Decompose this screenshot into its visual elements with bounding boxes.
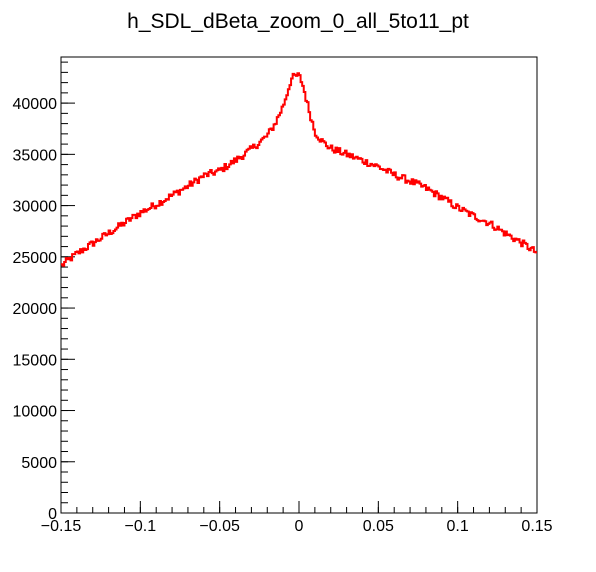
y-tick-label: 40000 [13, 96, 58, 113]
x-tick-label: −0.1 [125, 518, 157, 535]
y-tick-label: 0 [48, 506, 57, 523]
x-tick-label: −0.15 [41, 518, 82, 535]
y-tick-label: 30000 [13, 199, 58, 216]
y-tick-label: 35000 [13, 147, 58, 164]
x-tick-label: 0.1 [447, 518, 469, 535]
x-tick-label: 0 [295, 518, 304, 535]
chart-title: h_SDL_dBeta_zoom_0_all_5to11_pt [127, 10, 469, 33]
axis-ticks [60, 61, 538, 514]
y-tick-label: 15000 [13, 352, 58, 369]
y-tick-label: 10000 [13, 404, 58, 421]
x-tick-label: 0.05 [363, 518, 394, 535]
plot-frame [60, 56, 538, 514]
y-tick-label: 5000 [21, 455, 57, 472]
x-tick-labels: −0.15 −0.1 −0.05 0 0.05 0.1 0.15 [41, 518, 553, 535]
y-tick-label: 25000 [13, 250, 58, 267]
series-line [61, 72, 537, 267]
y-tick-labels: 0 5000 10000 15000 20000 25000 30000 35000 40000 [13, 96, 58, 523]
y-tick-label: 20000 [13, 301, 58, 318]
x-tick-label: −0.05 [199, 518, 240, 535]
x-tick-label: 0.15 [521, 518, 552, 535]
